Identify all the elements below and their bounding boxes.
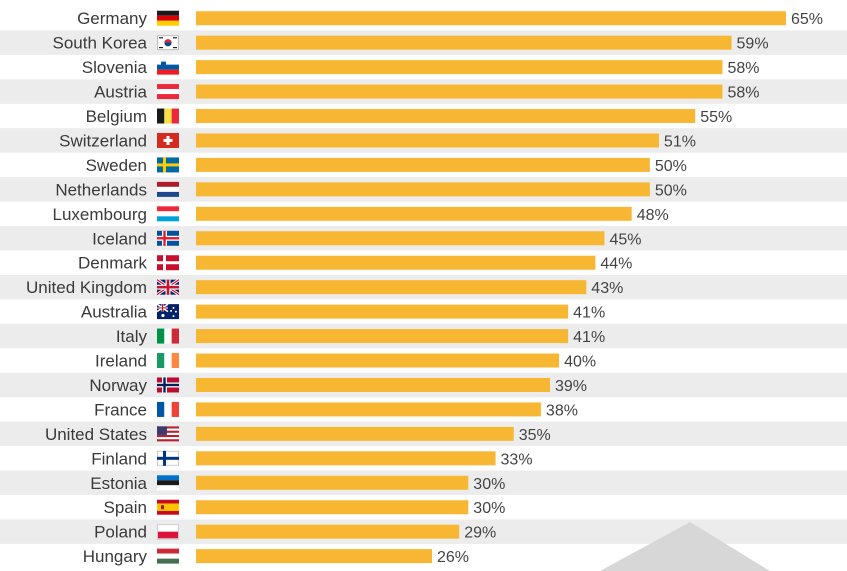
bar (196, 206, 632, 221)
flag-norway-icon (157, 377, 179, 393)
bar (196, 157, 650, 172)
category-label: Poland (94, 523, 147, 542)
value-label: 50% (655, 182, 687, 199)
flag-luxembourg-icon (157, 206, 179, 222)
flag-germany-icon (157, 10, 179, 26)
bar (196, 329, 569, 344)
bar (196, 133, 659, 148)
value-label: 29% (464, 525, 496, 542)
watermark-icon (600, 522, 770, 571)
flag-netherlands-icon (157, 181, 179, 197)
bar (196, 182, 650, 197)
value-label: 41% (573, 305, 605, 322)
value-label: 58% (727, 85, 759, 102)
value-label: 48% (637, 207, 669, 224)
flag-spain-icon (157, 499, 179, 515)
value-label: 43% (591, 280, 623, 297)
bar (196, 11, 786, 26)
flag-switzerland-icon (157, 132, 179, 148)
flag-belgium-icon (157, 108, 179, 124)
flag-south-korea-icon (157, 35, 179, 51)
category-label: Germany (77, 9, 147, 28)
category-label: South Korea (52, 34, 147, 53)
flag-poland-icon (157, 524, 179, 540)
flag-estonia-icon (157, 475, 179, 491)
value-label: 50% (655, 158, 687, 175)
category-label: Iceland (92, 229, 147, 248)
bar (196, 304, 569, 319)
category-label: Hungary (83, 547, 148, 566)
flag-united-kingdom-icon (156, 278, 180, 296)
bar (196, 35, 732, 50)
bar (196, 451, 496, 466)
bar (196, 353, 560, 368)
flag-hungary-icon (157, 548, 179, 564)
flag-united-states-icon (157, 426, 179, 442)
bar (196, 280, 587, 295)
category-label: United Kingdom (26, 278, 147, 297)
value-label: 30% (473, 500, 505, 517)
value-label: 58% (727, 60, 759, 77)
bar (196, 377, 550, 392)
value-label: 40% (564, 354, 596, 371)
category-label: Denmark (78, 254, 147, 273)
category-label: Sweden (86, 156, 147, 175)
bar (196, 500, 469, 515)
bar (196, 255, 596, 270)
bar (196, 60, 723, 75)
category-label: Netherlands (55, 180, 147, 199)
category-label: France (94, 400, 147, 419)
value-label: 35% (519, 427, 551, 444)
value-label: 33% (501, 451, 533, 468)
value-label: 45% (609, 231, 641, 248)
flag-austria-icon (157, 84, 179, 100)
bar (196, 524, 460, 539)
flag-finland-icon (157, 450, 179, 466)
category-label: Luxembourg (52, 205, 147, 224)
bar (196, 426, 514, 441)
value-label: 44% (600, 256, 632, 273)
value-label: 41% (573, 329, 605, 346)
value-label: 30% (473, 476, 505, 493)
category-label: Spain (104, 498, 147, 517)
value-label: 65% (791, 11, 823, 28)
category-label: Austria (94, 83, 147, 102)
value-label: 39% (555, 378, 587, 395)
category-label: Finland (91, 449, 147, 468)
flag-slovenia-icon (157, 59, 179, 75)
bar (196, 549, 432, 564)
value-label: 59% (737, 36, 769, 53)
value-label: 38% (546, 402, 578, 419)
flag-australia-icon (156, 303, 179, 320)
category-label: Slovenia (82, 58, 148, 77)
category-label: Switzerland (59, 131, 147, 150)
flag-iceland-icon (157, 230, 179, 246)
bar (196, 402, 541, 417)
category-label: United States (45, 425, 147, 444)
category-label: Ireland (95, 352, 147, 371)
value-label: 51% (664, 133, 696, 150)
category-label: Belgium (86, 107, 147, 126)
bar (196, 109, 696, 124)
flag-italy-icon (157, 328, 179, 344)
bar (196, 475, 469, 490)
value-label: 55% (700, 109, 732, 126)
bar (196, 84, 723, 99)
category-label: Australia (81, 303, 148, 322)
flag-denmark-icon (157, 255, 179, 271)
flag-sweden-icon (157, 157, 179, 173)
bar (196, 231, 605, 246)
value-label: 26% (437, 549, 469, 566)
category-label: Italy (116, 327, 148, 346)
category-label: Norway (89, 376, 147, 395)
category-label: Estonia (90, 474, 147, 493)
flag-ireland-icon (157, 353, 179, 369)
flag-france-icon (157, 401, 179, 417)
